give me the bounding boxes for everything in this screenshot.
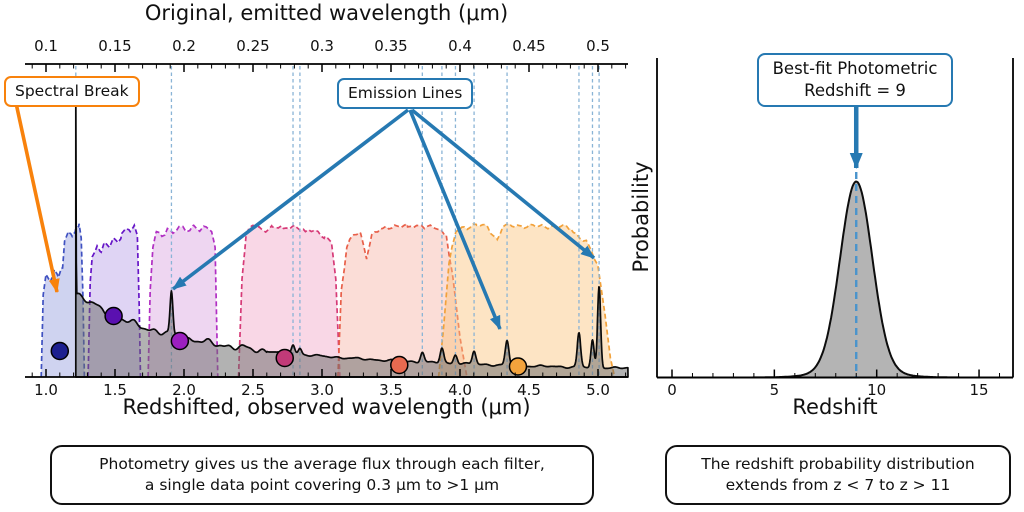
probability-distribution-curve: [657, 172, 1013, 379]
right-plot-axes: [656, 58, 1014, 379]
photometry-points: [50, 306, 528, 376]
left-plot-axes: [25, 63, 628, 378]
left-plot: [14, 63, 629, 378]
annotation-arrows: [14, 102, 596, 330]
right-plot: [656, 58, 1014, 379]
filter-transmission-curves: [40, 222, 616, 378]
galaxy-spectrum: [74, 84, 629, 378]
